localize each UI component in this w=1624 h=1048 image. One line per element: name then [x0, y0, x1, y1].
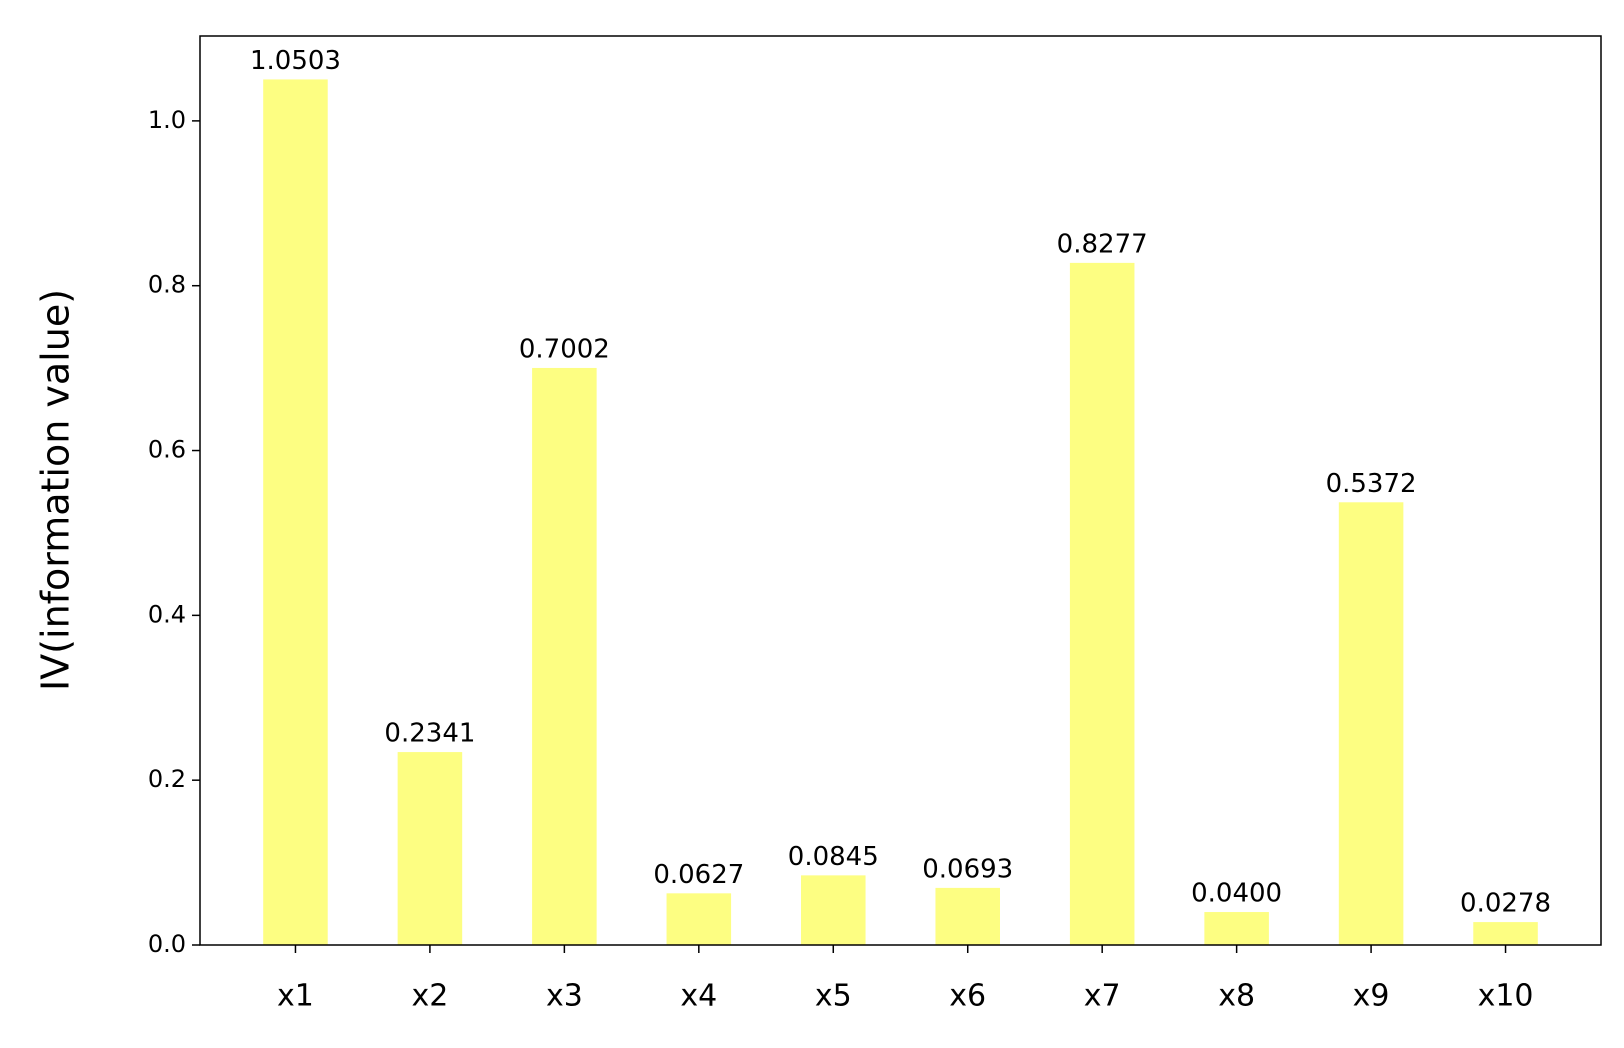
value-label: 0.0845: [788, 842, 879, 872]
x-tick-label: x5: [815, 979, 852, 1014]
x-tick-label: x4: [680, 979, 717, 1014]
value-label: 0.0278: [1460, 889, 1551, 919]
value-label: 0.0693: [922, 854, 1013, 884]
value-label: 0.5372: [1326, 469, 1417, 499]
x-tick-label: x8: [1218, 979, 1255, 1014]
bar: [935, 887, 1000, 945]
value-label: 0.7002: [519, 334, 610, 364]
value-label: 0.8277: [1057, 229, 1148, 259]
bar: [801, 875, 866, 945]
value-label: 0.0627: [653, 860, 744, 890]
x-tick-label: x10: [1478, 979, 1534, 1014]
bar: [1473, 922, 1538, 945]
x-tick-label: x7: [1084, 979, 1121, 1014]
x-tick-label: x3: [546, 979, 583, 1014]
y-tick-label: 0.0: [148, 930, 186, 958]
value-label: 0.2341: [384, 719, 475, 749]
bar: [1204, 912, 1269, 945]
y-tick-label: 0.2: [148, 765, 186, 793]
bar: [397, 752, 463, 945]
x-tick-label: x9: [1353, 979, 1390, 1014]
x-tick-label: x2: [411, 979, 448, 1014]
x-tick-label: x6: [949, 979, 986, 1014]
value-label: 0.0400: [1191, 879, 1282, 909]
y-axis-label: IV(information value): [34, 289, 78, 691]
y-tick-label: 1.0: [148, 106, 186, 134]
y-tick-label: 0.6: [148, 436, 186, 464]
bar: [263, 79, 328, 946]
bar: [1069, 262, 1135, 945]
bar: [532, 367, 597, 945]
value-label: 1.0503: [250, 46, 341, 76]
plot-frame: [199, 35, 1602, 946]
x-tick-label: x1: [277, 979, 314, 1014]
y-tick-label: 0.8: [148, 271, 186, 299]
y-tick-label: 0.4: [148, 600, 186, 628]
bar: [666, 893, 732, 945]
bar: [1338, 502, 1404, 945]
